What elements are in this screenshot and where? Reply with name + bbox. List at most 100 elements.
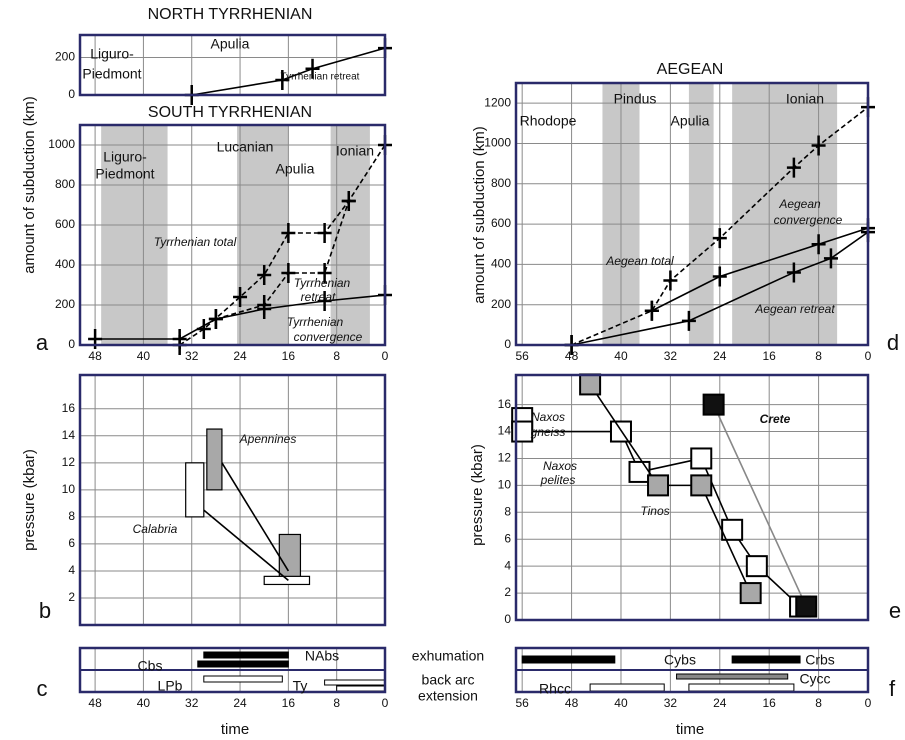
annotation: Crete: [760, 412, 791, 426]
annotation: Ionian: [786, 91, 824, 107]
annotation: retreat: [301, 290, 336, 304]
annotation: Apennines: [239, 432, 297, 446]
pressure-box: [278, 533, 302, 582]
band: [732, 83, 838, 345]
y-tick-label: 14: [498, 424, 512, 438]
x-tick-label: 16: [763, 696, 777, 710]
x-tick-label: 8: [815, 349, 822, 363]
data-point: [233, 287, 248, 307]
annotation: Pindus: [614, 91, 657, 107]
y-tick-label: 200: [55, 50, 75, 64]
x-tick-label: 0: [382, 349, 389, 363]
time-bar: [521, 655, 616, 664]
plot-frame: [78, 33, 387, 97]
annotation: convergence: [774, 213, 843, 227]
series-line: [712, 404, 807, 607]
x-tick-label: 56: [515, 349, 529, 363]
y-tick-label: 16: [498, 397, 512, 411]
x-tick-label: 32: [664, 696, 678, 710]
plot-frame: [514, 373, 870, 622]
x-tick-label: 16: [282, 349, 296, 363]
annotation: Crbs: [805, 652, 835, 668]
panel-letter: f: [889, 676, 896, 701]
annotation: NAbs: [305, 648, 339, 664]
series-line: [589, 383, 752, 594]
annotation: Aegean total: [605, 254, 674, 268]
panel-letter: a: [36, 330, 49, 355]
y-tick-label: 6: [504, 531, 511, 545]
data-point: [317, 263, 332, 283]
data-point: [281, 223, 296, 243]
pressure-box: [206, 428, 223, 491]
data-point: [579, 373, 602, 396]
data-point: [275, 70, 290, 90]
data-point: [257, 265, 272, 285]
y-tick-label: 0: [504, 612, 511, 626]
row-label: extension: [418, 688, 478, 704]
y-tick-label: 8: [504, 504, 511, 518]
annotation: Rhodope: [520, 113, 577, 129]
annotation: convergence: [294, 330, 363, 344]
time-bar: [203, 675, 283, 683]
x-tick-label: 0: [865, 696, 872, 710]
x-tick-label: 24: [233, 349, 247, 363]
x-tick-label: 16: [282, 696, 296, 710]
y-tick-label: 600: [55, 217, 75, 231]
y-tick-label: 800: [491, 176, 511, 190]
data-point: [281, 263, 296, 283]
data-point: [663, 270, 678, 291]
data-point: [786, 157, 801, 178]
x-tick-label: 24: [713, 696, 727, 710]
labels: NORTH TYRRHENIAN Liguro- Piedmont Apulia…: [21, 6, 901, 738]
annotation: Ionian: [336, 143, 374, 159]
annotation: Calabria: [133, 522, 178, 536]
y-tick-label: 1000: [484, 136, 511, 150]
x-tick-label: 40: [137, 696, 151, 710]
data-point: [739, 582, 762, 605]
y-tick-label: 10: [62, 482, 76, 496]
x-tick-label: 48: [565, 696, 579, 710]
annotation: Naxos: [531, 410, 565, 424]
data-point: [690, 447, 713, 470]
band: [330, 125, 370, 345]
data-point: [681, 310, 696, 331]
plot-frame: [78, 373, 387, 627]
annotation: Piedmont: [95, 166, 154, 182]
time-bar: [324, 679, 386, 686]
data-point: [745, 555, 768, 578]
data-point: [317, 223, 332, 243]
data-point: [341, 191, 356, 211]
annotation: Piedmont: [82, 66, 141, 82]
y-tick-label: 400: [55, 257, 75, 271]
annotation: Tyrrhenian retreat: [281, 72, 360, 83]
series-line: [203, 509, 289, 582]
panel-letter: d: [887, 330, 899, 355]
row-label: back arc: [422, 672, 475, 688]
series-line: [191, 47, 386, 96]
series-line: [221, 462, 290, 572]
data-point: [811, 135, 826, 156]
x-axis-label: time: [221, 721, 249, 738]
x-tick-label: 0: [865, 349, 872, 363]
title: AEGEAN: [657, 61, 724, 78]
x-tick-label: 48: [88, 696, 102, 710]
y-tick-label: 12: [62, 455, 76, 469]
data-point: [317, 291, 332, 311]
annotation: Liguro-: [90, 46, 134, 62]
data-point: [644, 300, 659, 321]
x-tick-label: 8: [815, 696, 822, 710]
y-tick-label: 2: [504, 585, 511, 599]
annotation: Cbs: [138, 658, 163, 674]
data-point: [823, 248, 838, 269]
time-bar: [731, 655, 801, 664]
y-tick-label: 14: [62, 428, 76, 442]
annotation: pelites: [540, 473, 576, 487]
data-point: [647, 474, 670, 497]
annotation: Liguro-: [103, 149, 147, 165]
x-tick-label: 8: [333, 349, 340, 363]
x-tick-label: 0: [382, 696, 389, 710]
series-line: [95, 294, 386, 340]
y-tick-label: 600: [491, 216, 511, 230]
y-tick-label: 0: [504, 337, 511, 351]
pressure-box: [263, 575, 311, 586]
